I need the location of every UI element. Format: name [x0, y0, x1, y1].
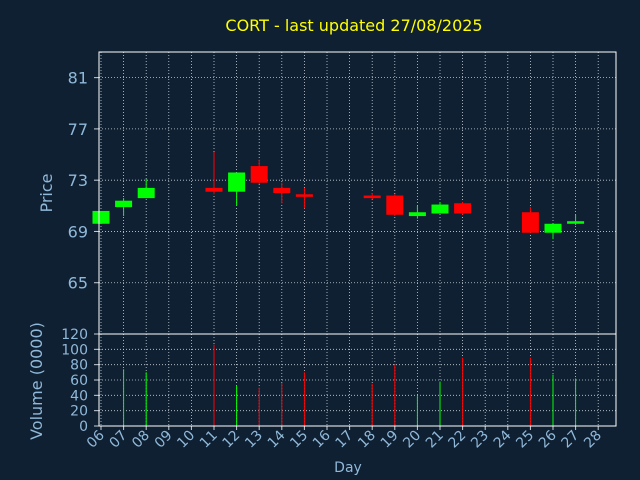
x-axis-label: Day: [334, 460, 362, 476]
candle-body: [408, 212, 426, 217]
x-tick-label: 23: [468, 428, 492, 452]
x-tick-label: 15: [287, 428, 311, 452]
x-tick-label: 17: [333, 428, 357, 452]
x-tick-label: 18: [355, 428, 379, 452]
x-tick-label: 07: [107, 428, 131, 452]
x-tick-label: 10: [174, 428, 198, 452]
x-tick-label: 26: [536, 427, 560, 451]
candle-body: [454, 203, 472, 214]
volume-tick-label: 60: [70, 373, 88, 389]
price-grid: [94, 52, 616, 334]
volume-tick-label: 100: [61, 342, 88, 358]
x-tick-label: 12: [220, 428, 244, 452]
x-tick-label: 22: [446, 428, 470, 452]
candle-body: [431, 204, 449, 214]
price-axis-label: Price: [37, 173, 56, 212]
price-tick-label: 69: [68, 222, 88, 241]
x-tick-label: 27: [559, 428, 583, 452]
volume-tick-label: 40: [70, 388, 88, 404]
x-tick-label: 25: [513, 428, 537, 452]
chart-title: CORT - last updated 27/08/2025: [225, 16, 482, 35]
price-tick-label: 65: [68, 274, 88, 293]
candle-body: [521, 212, 539, 233]
price-panel-frame: [98, 51, 617, 335]
price-tick-label: 73: [68, 171, 88, 190]
x-tick-label: 09: [152, 428, 176, 452]
x-tick-label: 11: [197, 428, 221, 452]
x-tick-label: 13: [242, 428, 266, 452]
candle-body: [567, 221, 585, 224]
volume-axis-label: Volume (0000): [27, 322, 46, 440]
candle-body: [228, 172, 246, 192]
x-tick-label: 14: [265, 427, 289, 451]
x-tick-label: 28: [581, 428, 605, 452]
volume-tick-label: 120: [61, 327, 88, 343]
candle-body: [544, 223, 562, 233]
price-tick-label: 81: [68, 69, 88, 88]
volume-bars: [123, 344, 577, 426]
x-tick-label: 19: [378, 428, 402, 452]
volume-panel-frame: [98, 333, 617, 427]
candle-body: [205, 187, 223, 192]
candle-body: [250, 166, 268, 183]
candle-body: [92, 210, 110, 224]
candle-body: [273, 187, 291, 193]
candle-body: [363, 195, 381, 199]
volume-tick-label: 20: [70, 404, 88, 420]
x-tick-label: 08: [129, 428, 153, 452]
candle-body: [115, 200, 133, 208]
candle-body: [295, 194, 313, 197]
x-tick-label: 24: [491, 427, 515, 451]
candle-body: [386, 195, 404, 215]
tick-labels: 6569737781020406080100120060708091011121…: [61, 69, 605, 452]
price-candles: [92, 151, 585, 240]
x-tick-label: 21: [423, 428, 447, 452]
candle-body: [137, 187, 155, 199]
volume-tick-label: 0: [79, 419, 88, 435]
price-tick-label: 77: [68, 120, 88, 139]
volume-grid: [94, 333, 616, 430]
x-tick-label: 20: [400, 428, 424, 452]
volume-tick-label: 80: [70, 358, 88, 374]
x-tick-label: 16: [310, 427, 334, 451]
